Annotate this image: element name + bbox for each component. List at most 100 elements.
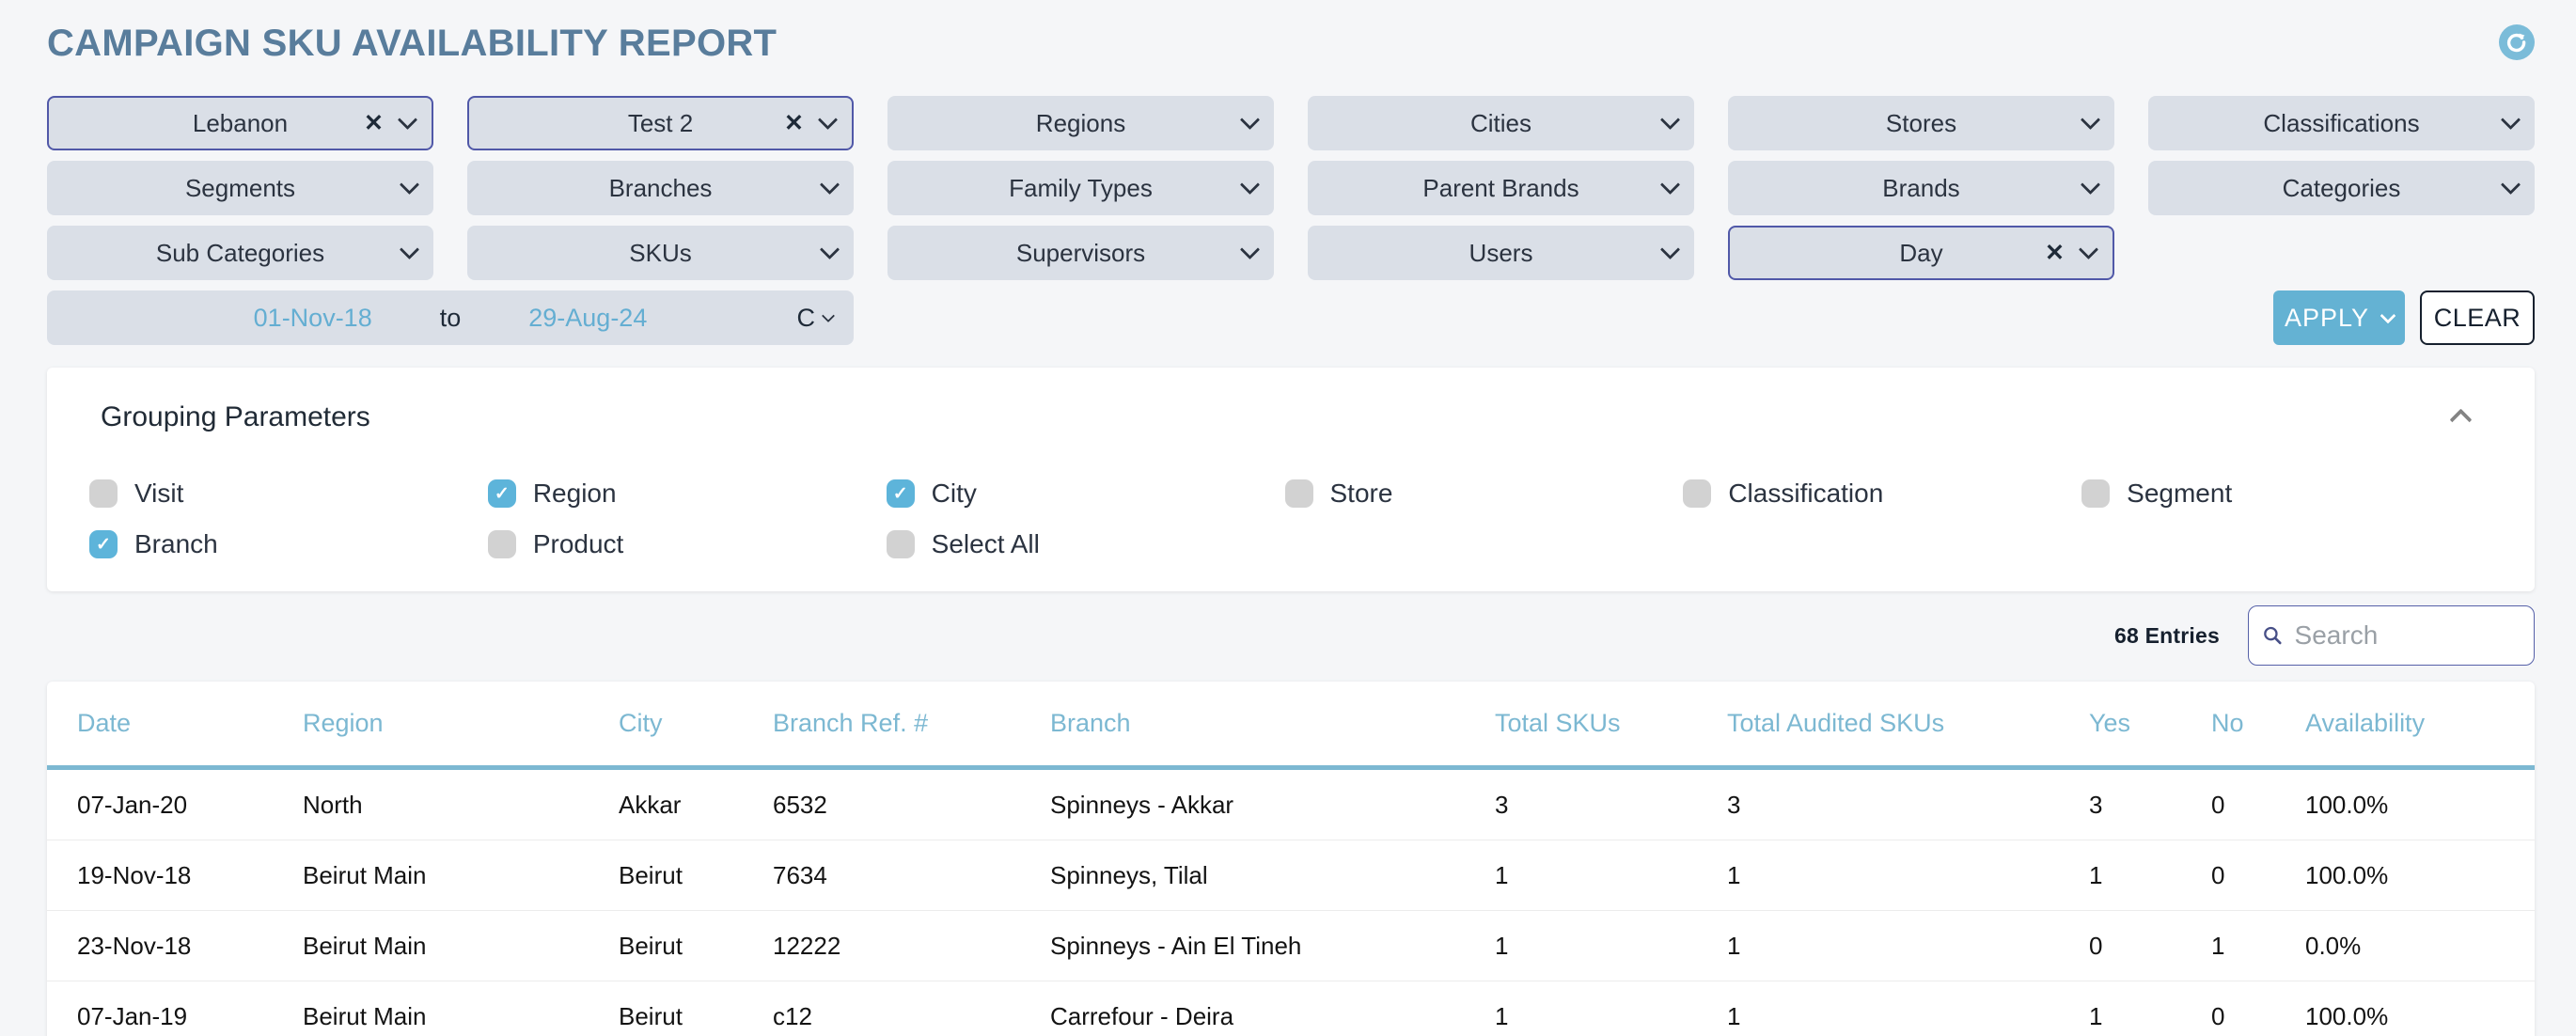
table-cell: 1 xyxy=(2211,931,2225,960)
checkbox-store[interactable]: Store xyxy=(1284,475,1684,512)
checkbox-classification[interactable]: Classification xyxy=(1683,475,2081,512)
checkbox-icon[interactable]: ✓ xyxy=(886,479,915,508)
table-cell: North xyxy=(303,790,363,819)
filter-skus[interactable]: SKUs xyxy=(467,226,854,280)
table-cell: 07-Jan-20 xyxy=(77,790,188,819)
table-toolbar: 68 Entries xyxy=(47,604,2535,667)
filter-supervisors[interactable]: Supervisors xyxy=(887,226,1274,280)
table-row[interactable]: 19-Nov-18 Beirut Main Beirut 7634 Spinne… xyxy=(47,840,2535,911)
column-header-total-audited-skus[interactable]: Total Audited SKUs xyxy=(1727,709,1945,737)
checkbox-icon[interactable]: ✓ xyxy=(89,530,118,558)
checkbox-branch[interactable]: ✓ Branch xyxy=(89,526,488,563)
table-row[interactable]: 07-Jan-19 Beirut Main Beirut c12 Carrefo… xyxy=(47,981,2535,1036)
column-header-date[interactable]: Date xyxy=(77,709,132,737)
table-row[interactable]: 23-Nov-18 Beirut Main Beirut 12222 Spinn… xyxy=(47,911,2535,981)
chevron-down-icon xyxy=(2380,307,2396,324)
filter-lebanon[interactable]: Lebanon ✕ xyxy=(47,96,433,150)
checkbox-segment[interactable]: Segment xyxy=(2081,475,2480,512)
checkbox-icon[interactable] xyxy=(886,530,915,558)
checkbox-label: Segment xyxy=(2127,479,2233,508)
checkbox-select-all[interactable]: Select All xyxy=(886,526,1285,563)
table-cell: Spinneys - Ain El Tineh xyxy=(1050,931,1302,960)
search-box[interactable] xyxy=(2248,605,2535,666)
table-cell: 1 xyxy=(1727,1001,1741,1030)
filter-day[interactable]: Day ✕ xyxy=(1728,226,2114,280)
apply-button[interactable]: APPLY xyxy=(2273,290,2405,345)
filter-label: Lebanon xyxy=(192,108,289,137)
filter-classifications[interactable]: Classifications xyxy=(2148,96,2535,150)
clear-icon[interactable]: ✕ xyxy=(2045,239,2065,266)
table-cell: 0.0% xyxy=(2305,931,2362,960)
clear-icon[interactable]: ✕ xyxy=(784,109,804,136)
filter-sub-categories[interactable]: Sub Categories xyxy=(47,226,433,280)
filter-spacer xyxy=(1308,290,1694,345)
filter-family-types[interactable]: Family Types xyxy=(887,161,1274,215)
checkbox-icon[interactable] xyxy=(487,530,516,558)
start-date[interactable]: 01-Nov-18 xyxy=(253,303,372,332)
filter-spacer xyxy=(887,290,1274,345)
chevron-down-icon xyxy=(397,109,418,131)
checkbox-city[interactable]: ✓ City xyxy=(886,475,1285,512)
checkbox-icon[interactable] xyxy=(2081,479,2111,508)
column-header-branch-ref[interactable]: Branch Ref. # xyxy=(773,709,929,737)
checkbox-region[interactable]: ✓ Region xyxy=(487,475,887,512)
table-cell: Beirut xyxy=(619,931,683,960)
collapse-button[interactable] xyxy=(2446,403,2474,432)
grouping-parameters-card: Grouping Parameters Visit ✓ Region ✓ Cit… xyxy=(47,368,2535,591)
column-header-total-skus[interactable]: Total SKUs xyxy=(1495,709,1621,737)
filter-brands[interactable]: Brands xyxy=(1728,161,2114,215)
refresh-button[interactable] xyxy=(2499,24,2535,60)
table-cell: Akkar xyxy=(619,790,682,819)
table-cell: 6532 xyxy=(773,790,827,819)
column-header-city[interactable]: City xyxy=(619,709,663,737)
clear-button[interactable]: CLEAR xyxy=(2420,290,2535,345)
filter-test-2[interactable]: Test 2 ✕ xyxy=(467,96,854,150)
filter-label: Branches xyxy=(608,173,713,202)
filter-segments[interactable]: Segments xyxy=(47,161,433,215)
calendar-mode-toggle[interactable]: C xyxy=(797,304,836,333)
filter-cities[interactable]: Cities xyxy=(1308,96,1694,150)
column-header-branch[interactable]: Branch xyxy=(1050,709,1131,737)
table-cell: 0 xyxy=(2211,790,2225,819)
column-header-no[interactable]: No xyxy=(2211,709,2244,737)
checkbox-label: Branch xyxy=(134,529,218,558)
table-cell: 0 xyxy=(2211,1001,2225,1030)
column-header-yes[interactable]: Yes xyxy=(2089,709,2131,737)
filters-grid: Lebanon ✕ Test 2 ✕ Regions Cities Stores… xyxy=(47,96,2535,345)
table-cell: 1 xyxy=(2089,1001,2103,1030)
filter-spacer xyxy=(1728,290,2114,345)
checkbox-product[interactable]: Product xyxy=(487,526,887,563)
date-range-picker[interactable]: 01-Nov-18 to 29-Aug-24 C xyxy=(47,290,854,345)
entries-count: 68 Entries xyxy=(2114,622,2220,648)
checkbox-label: Classification xyxy=(1728,479,1884,508)
filter-label: Family Types xyxy=(1009,173,1153,202)
filter-users[interactable]: Users xyxy=(1308,226,1694,280)
table-cell: 0 xyxy=(2211,860,2225,889)
end-date[interactable]: 29-Aug-24 xyxy=(528,303,648,332)
table-row[interactable]: 07-Jan-20 North Akkar 6532 Spinneys - Ak… xyxy=(47,770,2535,840)
column-header-availability[interactable]: Availability xyxy=(2305,709,2426,737)
filter-regions[interactable]: Regions xyxy=(887,96,1274,150)
checkbox-icon[interactable] xyxy=(1683,479,1712,508)
table-cell: 1 xyxy=(2089,860,2103,889)
filter-branches[interactable]: Branches xyxy=(467,161,854,215)
column-header-region[interactable]: Region xyxy=(303,709,384,737)
clear-icon[interactable]: ✕ xyxy=(364,109,384,136)
table-cell: 100.0% xyxy=(2305,1001,2389,1030)
table-cell: 07-Jan-19 xyxy=(77,1001,188,1030)
check-icon: ✓ xyxy=(96,534,111,555)
checkbox-icon[interactable]: ✓ xyxy=(487,479,516,508)
filter-categories[interactable]: Categories xyxy=(2148,161,2535,215)
filter-label: Brands xyxy=(1882,173,1960,202)
filter-parent-brands[interactable]: Parent Brands xyxy=(1308,161,1694,215)
table-cell: 100.0% xyxy=(2305,860,2389,889)
table-cell: Spinneys - Akkar xyxy=(1050,790,1234,819)
checkbox-icon[interactable] xyxy=(1284,479,1313,508)
checkbox-icon[interactable] xyxy=(89,479,118,508)
table-cell: Beirut xyxy=(619,1001,683,1030)
table-cell: Beirut Main xyxy=(303,860,427,889)
checkbox-visit[interactable]: Visit xyxy=(89,475,488,512)
filter-stores[interactable]: Stores xyxy=(1728,96,2114,150)
search-input[interactable] xyxy=(2292,620,2521,651)
checkbox-label: Visit xyxy=(134,479,184,508)
